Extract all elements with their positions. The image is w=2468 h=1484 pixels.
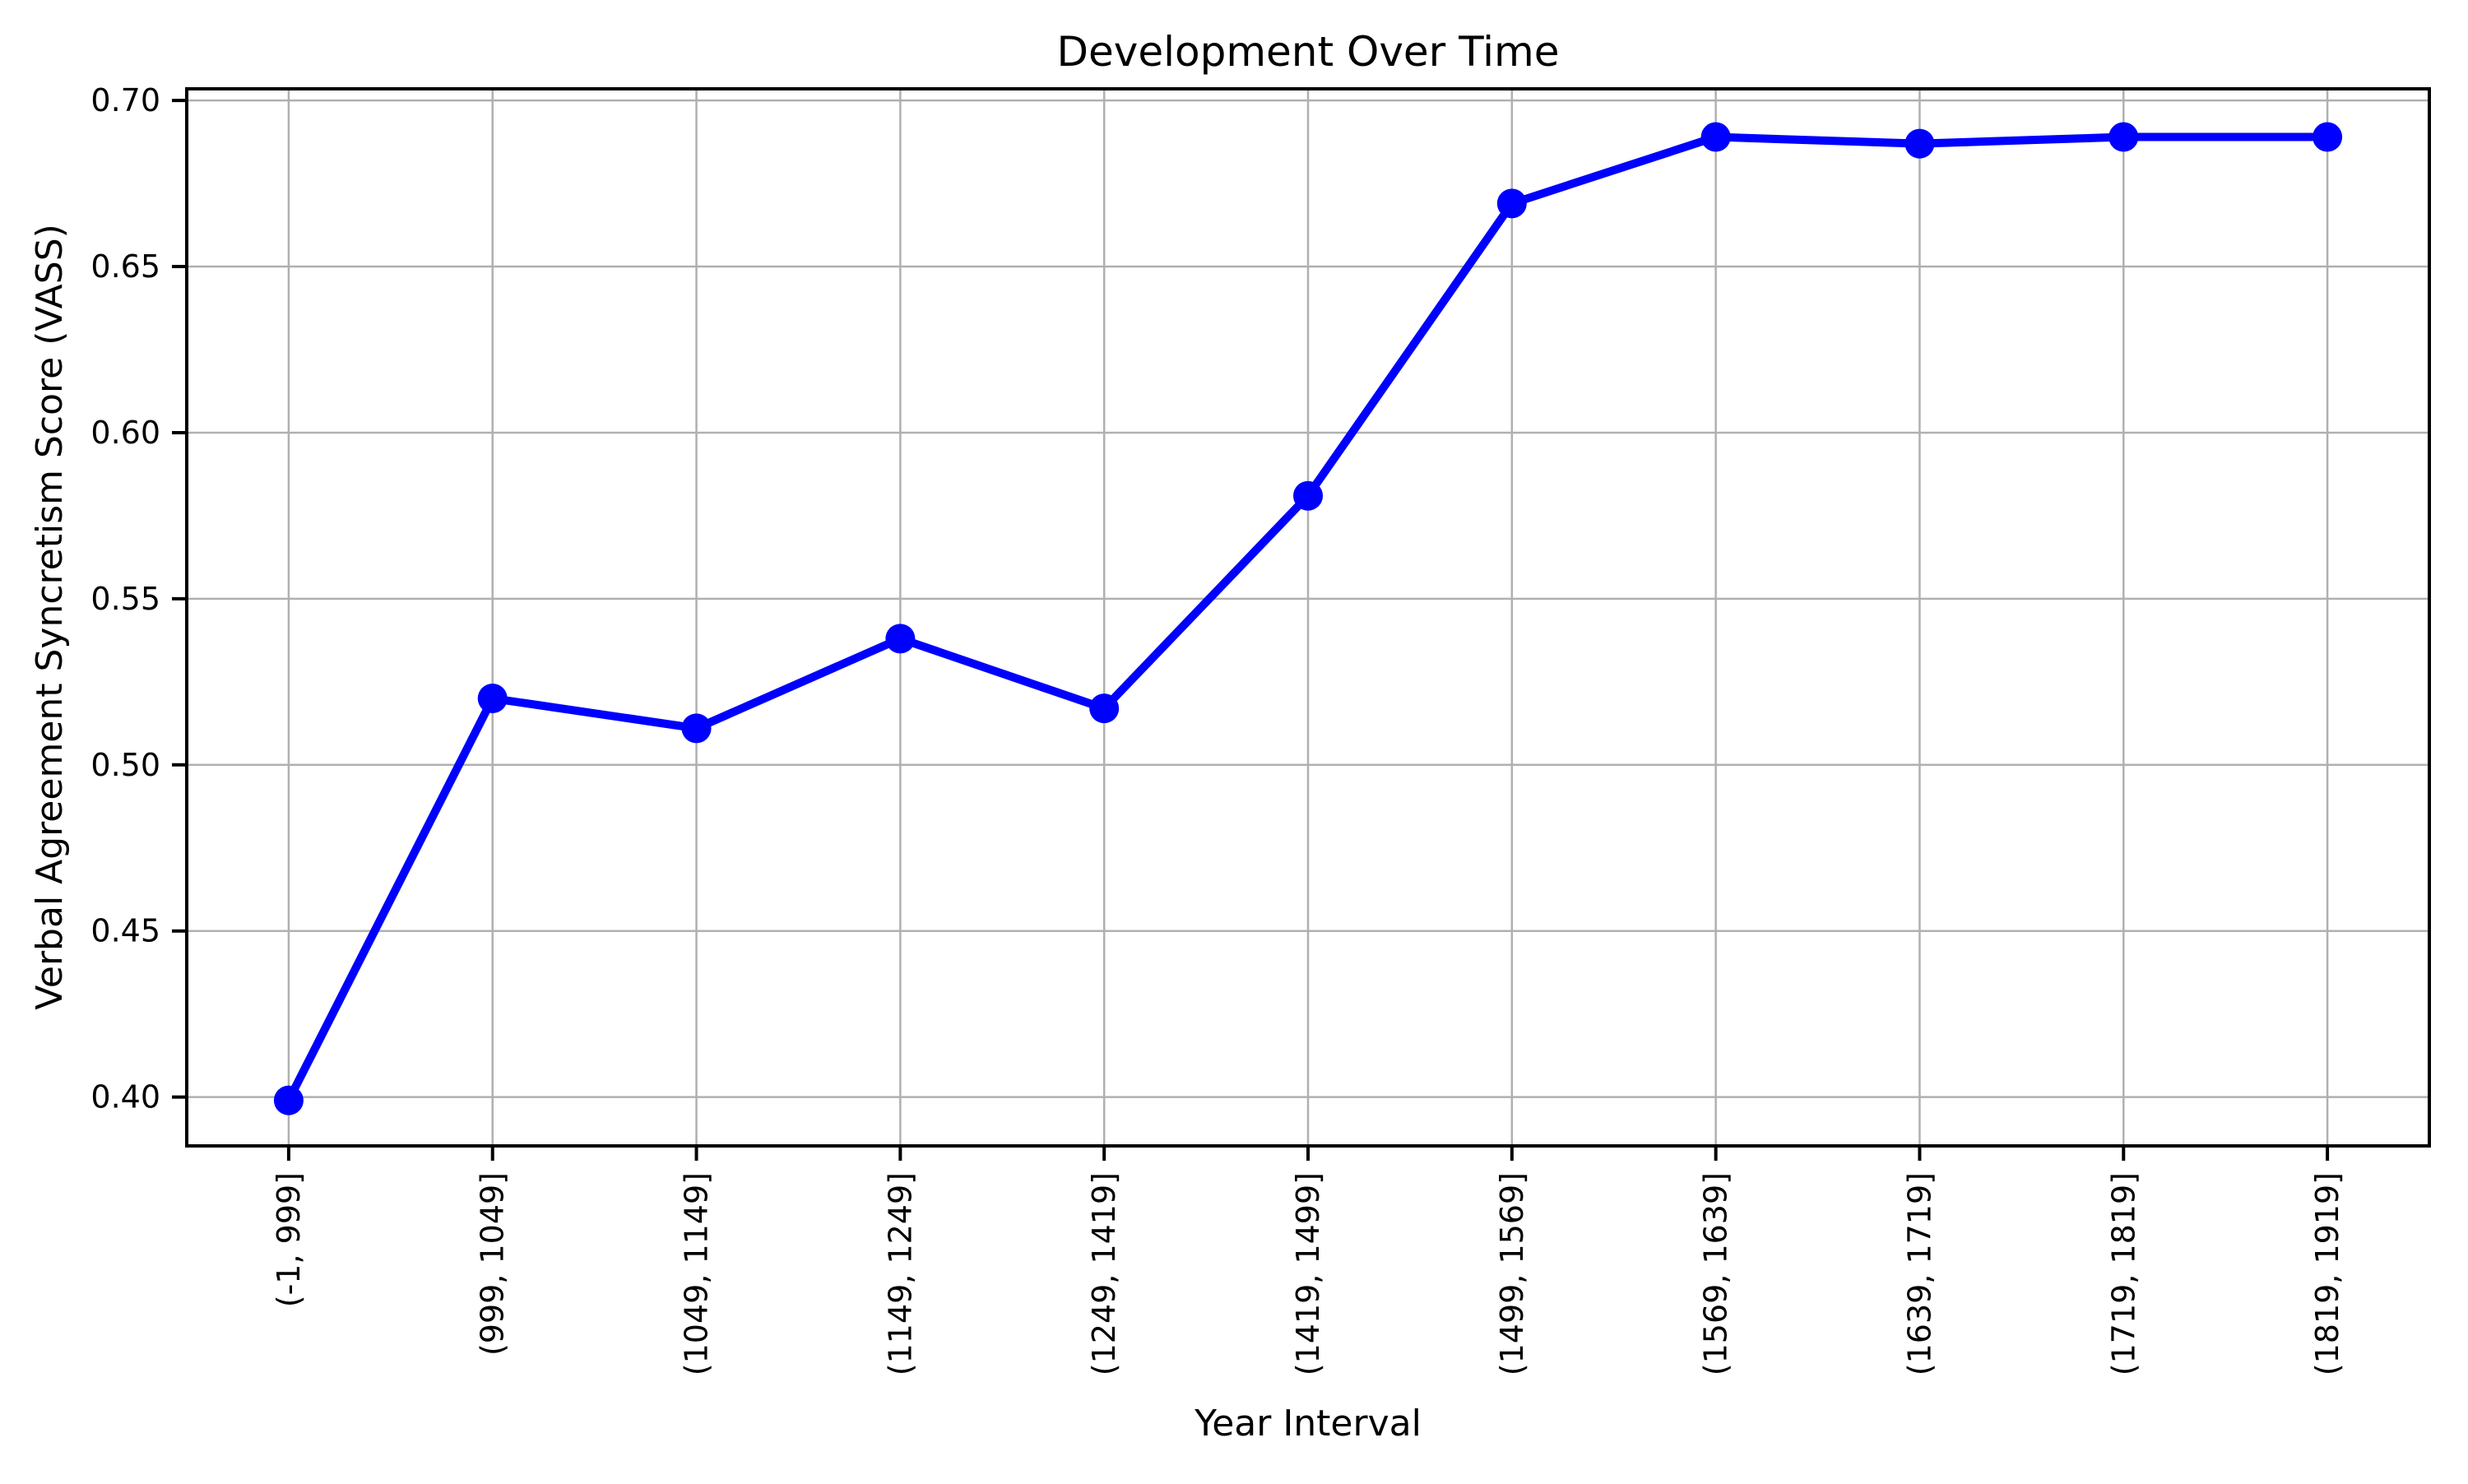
x-tick-label: (1639, 1719] <box>1901 1172 1937 1375</box>
x-tick-label: (1819, 1919] <box>2309 1172 2345 1375</box>
y-tick-label: 0.40 <box>90 1079 160 1115</box>
data-point <box>1904 128 1935 159</box>
chart-title: Development Over Time <box>1056 28 1559 76</box>
data-point <box>273 1085 304 1115</box>
x-tick-labels: (-1, 999] (999, 1049] (1049, 1149] (1149, 1… <box>271 1172 2345 1375</box>
data-point <box>2108 122 2139 152</box>
x-tick-label: (1149, 1249] <box>882 1172 918 1375</box>
x-tick-label: (1419, 1499] <box>1290 1172 1326 1375</box>
data-point <box>477 684 508 714</box>
data-point <box>1089 693 1120 724</box>
x-tick-label: (1719, 1819] <box>2105 1172 2141 1375</box>
y-tick-label: 0.55 <box>90 581 160 617</box>
data-point <box>885 624 916 654</box>
x-tick-label: (1569, 1639] <box>1698 1172 1734 1375</box>
x-tick-label: (-1, 999] <box>271 1172 307 1307</box>
x-tick-label: (1049, 1149] <box>679 1172 715 1375</box>
y-axis-label: Verbal Agreement Syncretism Score (VASS) <box>29 224 71 1010</box>
y-tick-label: 0.65 <box>90 248 160 285</box>
data-point <box>2313 122 2343 152</box>
x-axis-label: Year Interval <box>1194 1403 1422 1445</box>
x-tick-label: (999, 1049] <box>475 1172 511 1356</box>
x-tick-label: (1499, 1569] <box>1494 1172 1530 1375</box>
x-tick-label: (1249, 1419] <box>1086 1172 1122 1375</box>
y-tick-label: 0.45 <box>90 913 160 949</box>
data-point <box>681 713 712 744</box>
data-point <box>1496 188 1527 219</box>
y-tick-labels: 0.40 0.45 0.50 0.55 0.60 0.65 0.70 <box>90 82 160 1115</box>
y-tick-label: 0.50 <box>90 747 160 783</box>
x-ticks <box>286 1146 2330 1161</box>
data-point <box>1293 480 1323 511</box>
y-tick-label: 0.60 <box>90 415 160 451</box>
x-gridlines <box>287 89 2329 1146</box>
data-point <box>1700 122 1731 152</box>
y-ticks <box>172 99 187 1099</box>
data-points-group <box>273 122 2343 1115</box>
y-tick-label: 0.70 <box>90 82 160 118</box>
